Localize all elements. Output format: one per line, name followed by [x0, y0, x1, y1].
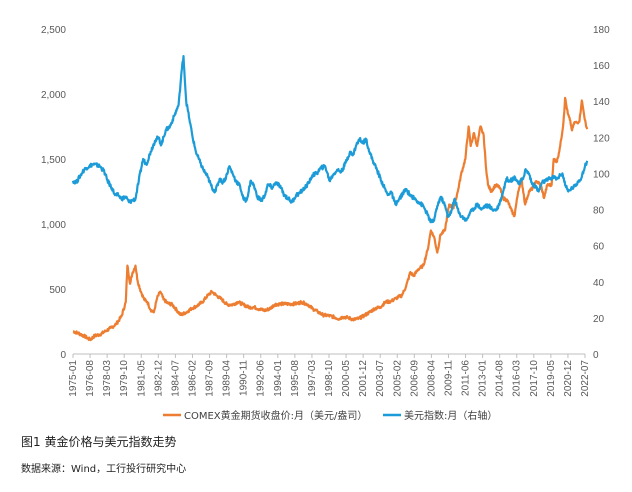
x-tick-label: 1987-09	[205, 360, 216, 397]
x-tick-label: 2017-10	[529, 360, 540, 397]
right-tick-label: 120	[593, 133, 610, 144]
x-tick-label: 1989-04	[222, 360, 233, 397]
right-axis-ticks: 0 20 40 60 80 100 120 140 160 180	[593, 25, 610, 361]
left-tick-label: 2,000	[41, 90, 66, 101]
right-tick-label: 180	[593, 25, 610, 36]
left-tick-label: 500	[49, 285, 66, 296]
x-tick-label: 1978-03	[102, 360, 113, 397]
x-tick-label: 2000-05	[341, 360, 352, 397]
x-tick-label: 2011-06	[461, 360, 472, 396]
x-tick-label: 1981-05	[136, 360, 147, 397]
left-tick-label: 1,000	[41, 220, 66, 231]
x-tick-label: 2019-05	[546, 360, 557, 397]
x-tick-label: 1990-11	[239, 360, 250, 396]
chart: 0 500 1,000 1,500 2,000 2,500 0 20 40 60 80 100 120…	[41, 25, 610, 422]
x-axis-ticks: 1975-01 1976-08 1978-03 1979-10 1981-05 1982-…	[68, 354, 591, 397]
x-tick-label: 2016-03	[512, 360, 523, 397]
x-tick-label: 2006-09	[409, 360, 420, 397]
right-tick-label: 80	[593, 206, 605, 217]
x-tick-label: 1982-12	[153, 360, 164, 397]
x-tick-label: 1994-01	[273, 360, 284, 397]
data-source-note: 数据来源：Wind，工行投行研究中心	[21, 464, 187, 475]
series-layer	[71, 55, 589, 342]
right-tick-label: 60	[593, 242, 605, 253]
figure-caption: 图1 黄金价格与美元指数走势	[21, 435, 177, 449]
x-tick-label: 1997-03	[307, 360, 318, 397]
x-tick-label: 2003-07	[375, 360, 386, 397]
x-tick-label: 1976-08	[85, 360, 96, 397]
x-tick-label: 2001-12	[358, 360, 369, 397]
x-tick-label: 1984-07	[170, 360, 181, 397]
right-tick-label: 140	[593, 97, 610, 108]
x-tick-label: 2020-12	[563, 360, 574, 397]
series-line-gold	[72, 96, 589, 342]
x-tick-label: 1992-06	[256, 360, 267, 397]
x-tick-label: 1986-02	[187, 360, 198, 397]
right-tick-label: 0	[593, 350, 599, 361]
x-tick-label: 1979-10	[119, 360, 130, 397]
x-tick-label: 2022-07	[580, 360, 591, 397]
x-tick-label: 1998-10	[324, 360, 335, 397]
right-tick-label: 100	[593, 169, 610, 180]
x-tick-label: 2008-04	[426, 360, 437, 397]
x-tick-label: 2009-11	[443, 360, 454, 396]
left-tick-label: 0	[60, 350, 66, 361]
legend-label: 美元指数:月（右轴）	[404, 409, 497, 422]
legend-label: COMEX黄金期货收盘价:月（美元/盎司）	[184, 409, 367, 422]
right-tick-label: 160	[593, 61, 610, 72]
left-axis-ticks: 0 500 1,000 1,500 2,000 2,500	[41, 25, 66, 361]
x-tick-label: 1995-08	[290, 360, 301, 397]
right-tick-label: 20	[593, 314, 605, 325]
x-tick-label: 2005-02	[392, 360, 403, 397]
x-tick-label: 2013-01	[478, 360, 489, 397]
x-tick-label: 1975-01	[68, 360, 79, 397]
left-tick-label: 1,500	[41, 155, 66, 166]
left-tick-label: 2,500	[41, 25, 66, 36]
x-tick-label: 2014-08	[495, 360, 506, 397]
legend: COMEX黄金期货收盘价:月（美元/盎司） 美元指数:月（右轴）	[163, 409, 497, 422]
series-line-usd-index	[71, 55, 589, 224]
right-tick-label: 40	[593, 278, 605, 289]
